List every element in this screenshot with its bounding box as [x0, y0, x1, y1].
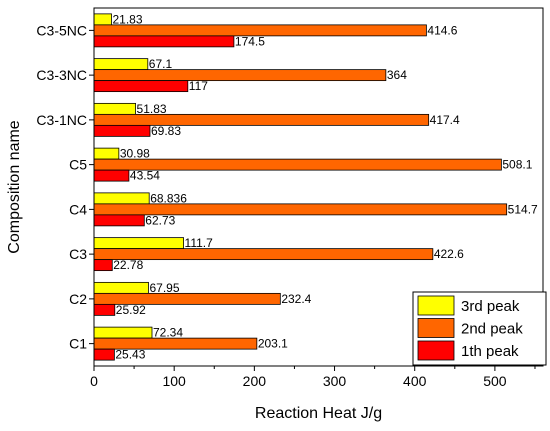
y-tick-label: C3 — [69, 246, 87, 262]
bar-value-label: 417.4 — [430, 113, 460, 127]
legend-label-2nd-peak: 2nd peak — [461, 321, 523, 338]
x-axis-title: Reaction Heat J/g — [255, 405, 382, 422]
bar-value-label: 111.7 — [185, 236, 214, 250]
x-tick-label: 400 — [403, 373, 427, 389]
legend-swatch-2nd-peak — [417, 318, 455, 338]
y-tick-label: C5 — [69, 157, 87, 173]
legend-swatch-1th-peak — [417, 340, 455, 361]
bar-C3-5NC-3rd-peak — [93, 13, 112, 26]
y-axis-title: Composition name — [6, 120, 23, 254]
bar-value-label: 68.836 — [150, 191, 187, 205]
bar-value-label: 21.83 — [113, 12, 143, 26]
bar-C3-1NC-1th-peak — [93, 124, 151, 137]
bar-value-label: 72.34 — [153, 326, 183, 340]
y-tick-label: C3-1NC — [36, 112, 87, 128]
x-tick-label: 500 — [483, 373, 507, 389]
bar-value-label: 62.73 — [145, 213, 175, 227]
bar-C5-3rd-peak — [93, 147, 120, 160]
bar-value-label: 69.83 — [151, 124, 181, 138]
y-tick-label: C3-3NC — [36, 67, 87, 83]
bar-C3-2nd-peak — [93, 248, 434, 261]
bars-layer — [93, 13, 508, 361]
x-tick-label: 0 — [90, 373, 98, 389]
bar-value-label: 514.7 — [508, 202, 538, 216]
bar-value-label: 67.95 — [149, 281, 179, 295]
bar-C4-3rd-peak — [93, 192, 150, 205]
legend-swatch-3rd-peak — [417, 295, 455, 316]
y-tick-label: C3-5NC — [36, 22, 87, 38]
bar-C3-3NC-1th-peak — [93, 80, 189, 93]
bar-C5-1th-peak — [93, 169, 130, 182]
bar-value-label: 25.92 — [116, 303, 146, 317]
bar-C1-3rd-peak — [93, 326, 153, 339]
legend-label-1th-peak: 1th peak — [461, 343, 519, 360]
bar-C3-5NC-1th-peak — [93, 35, 235, 48]
y-tick-label: C4 — [69, 201, 87, 217]
bar-value-label: 67.1 — [149, 57, 173, 71]
bar-C3-1NC-2nd-peak — [93, 113, 430, 126]
axis-ticks: C1 C2 C3 C4 C5 C3-1NC C3-3NC C3-5NC 0 100 200 300 40… — [36, 22, 536, 389]
bar-value-label: 414.6 — [427, 23, 457, 37]
bar-C3-3rd-peak — [93, 237, 184, 250]
bar-C4-1th-peak — [93, 214, 145, 227]
bar-value-label: 203.1 — [258, 337, 288, 351]
bar-value-label: 30.98 — [120, 147, 150, 161]
y-tick-label: C1 — [69, 336, 87, 352]
bar-C3-1th-peak — [93, 259, 113, 272]
bar-value-label: 232.4 — [281, 292, 311, 306]
bar-C3-3NC-2nd-peak — [93, 69, 387, 82]
plot-frame — [93, 7, 544, 367]
bar-value-label: 43.54 — [130, 169, 160, 183]
bar-value-label: 51.83 — [137, 102, 167, 116]
bar-value-label: 174.5 — [235, 34, 265, 48]
bar-value-label: 25.43 — [115, 348, 145, 362]
bar-C3-3NC-3rd-peak — [93, 58, 149, 71]
legend-label-3rd-peak: 3rd peak — [461, 298, 520, 315]
bar-value-label: 422.6 — [434, 247, 464, 261]
x-tick-label: 300 — [323, 373, 347, 389]
x-tick-label: 200 — [243, 373, 267, 389]
bar-C2-1th-peak — [93, 303, 116, 316]
bar-value-label: 117 — [189, 79, 208, 93]
bar-value-labels: 72.34 203.1 25.43 67.95 232.4 25.92 111.7 422.6… — [113, 12, 539, 361]
x-tick-label: 100 — [162, 373, 186, 389]
y-tick-label: C2 — [69, 291, 87, 307]
legend: 3rd peak 2nd peak 1th peak — [412, 291, 547, 366]
bar-value-label: 364 — [387, 68, 407, 82]
bar-value-label: 22.78 — [113, 258, 143, 272]
bar-value-label: 508.1 — [502, 158, 532, 172]
bar-C1-1th-peak — [93, 348, 115, 361]
bar-C3-1NC-3rd-peak — [93, 102, 136, 115]
bar-C2-3rd-peak — [93, 281, 149, 294]
